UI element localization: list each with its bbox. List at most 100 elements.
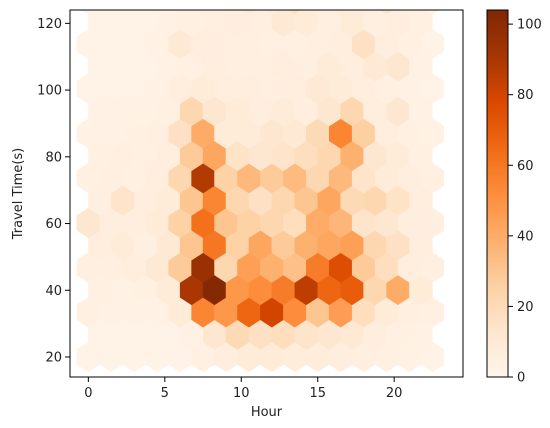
hex-cell bbox=[340, 10, 364, 37]
hex-cell bbox=[237, 207, 261, 239]
hex-cell bbox=[409, 230, 433, 261]
hex-cell bbox=[88, 230, 112, 261]
hex-cell bbox=[104, 10, 119, 15]
hex-cell bbox=[99, 297, 123, 328]
hex-cell bbox=[351, 252, 376, 283]
hex-cell bbox=[168, 118, 192, 149]
hex-cell bbox=[156, 95, 181, 127]
hex-cell bbox=[271, 185, 296, 216]
x-tick-label: 20 bbox=[386, 386, 403, 401]
hex-cell bbox=[271, 95, 296, 127]
hex-cell bbox=[88, 274, 112, 306]
x-tick-label: 5 bbox=[161, 386, 169, 401]
hex-cell bbox=[88, 140, 112, 171]
hex-cell bbox=[134, 185, 158, 216]
y-tick-label: 100 bbox=[37, 84, 62, 99]
hex-cell bbox=[328, 118, 353, 149]
hex-cell bbox=[351, 73, 376, 104]
colorbar-tick-label: 0 bbox=[517, 371, 525, 386]
hex-cell bbox=[317, 230, 341, 261]
hex-cell bbox=[225, 230, 250, 261]
hex-cell bbox=[340, 51, 364, 82]
hex-cell bbox=[420, 341, 445, 373]
hex-cell bbox=[283, 341, 307, 373]
hex-cell bbox=[168, 162, 192, 194]
hex-cell bbox=[386, 274, 410, 306]
hex-cell bbox=[409, 185, 433, 216]
hex-cell bbox=[134, 140, 158, 171]
hex-cell bbox=[294, 230, 318, 261]
hex-cell bbox=[225, 51, 250, 82]
hex-cell bbox=[363, 185, 387, 216]
hex-cell bbox=[363, 319, 387, 350]
hex-cell bbox=[168, 341, 192, 373]
hex-cell bbox=[386, 230, 410, 261]
hex-cell bbox=[409, 274, 433, 306]
hex-cell bbox=[145, 162, 169, 194]
hex-cell bbox=[294, 95, 318, 127]
hex-cell bbox=[306, 28, 330, 60]
hex-cell bbox=[351, 118, 376, 149]
hex-cell bbox=[111, 230, 135, 261]
hex-cell bbox=[294, 140, 318, 171]
hex-cell bbox=[306, 162, 330, 194]
hex-cell bbox=[306, 297, 330, 328]
hex-cell bbox=[191, 28, 215, 60]
hex-cell bbox=[248, 51, 273, 82]
hex-cell bbox=[168, 28, 192, 60]
hex-cell bbox=[351, 28, 376, 60]
hex-cell bbox=[179, 230, 204, 261]
hex-cell bbox=[271, 10, 296, 37]
hex-cell bbox=[134, 230, 158, 261]
hex-cell bbox=[306, 207, 330, 239]
hex-cell bbox=[237, 297, 261, 328]
x-tick-label: 10 bbox=[233, 386, 250, 401]
hex-cell bbox=[76, 28, 101, 60]
hex-cell bbox=[386, 95, 410, 127]
hex-cell bbox=[363, 95, 387, 127]
hex-cell bbox=[340, 140, 364, 171]
hex-cell bbox=[397, 341, 422, 373]
hex-cell bbox=[306, 341, 330, 373]
hex-cell bbox=[409, 10, 433, 37]
hex-cell bbox=[386, 185, 410, 216]
hex-cell bbox=[248, 95, 273, 127]
hex-cell bbox=[202, 319, 227, 350]
hex-cell bbox=[122, 297, 146, 328]
hex-cell bbox=[202, 10, 227, 37]
hex-cell bbox=[202, 274, 227, 306]
hex-cell bbox=[156, 10, 181, 37]
hex-cell bbox=[260, 118, 284, 149]
hex-cell bbox=[340, 230, 364, 261]
hex-cell bbox=[76, 207, 101, 239]
hex-cell bbox=[122, 162, 146, 194]
hex-cell bbox=[351, 341, 376, 373]
colorbar: 0 20 40 60 80 100 bbox=[486, 9, 542, 386]
hex-cell bbox=[386, 10, 410, 37]
hex-cell bbox=[306, 73, 330, 104]
hex-cell bbox=[214, 252, 238, 283]
hex-cell bbox=[260, 207, 284, 239]
hex-cell bbox=[294, 319, 318, 350]
hex-cell bbox=[191, 252, 215, 283]
hex-cell bbox=[351, 297, 376, 328]
x-tick-label: 0 bbox=[84, 386, 92, 401]
hex-cell bbox=[76, 162, 101, 194]
hex-cell bbox=[420, 252, 445, 283]
hex-cell bbox=[397, 297, 422, 328]
hex-cell bbox=[328, 207, 353, 239]
x-tick-label: 15 bbox=[309, 386, 326, 401]
hex-cell bbox=[214, 297, 238, 328]
hex-cell bbox=[214, 28, 238, 60]
hex-cell bbox=[145, 73, 169, 104]
hex-cell bbox=[179, 185, 204, 216]
hex-cell bbox=[202, 185, 227, 216]
hex-cell bbox=[76, 297, 101, 328]
hex-cell bbox=[425, 10, 440, 15]
hex-cell bbox=[134, 10, 158, 37]
hex-cell bbox=[145, 297, 169, 328]
hex-cell bbox=[81, 10, 96, 15]
hex-cell bbox=[287, 10, 302, 15]
hex-cell bbox=[264, 10, 279, 15]
hex-cell bbox=[397, 118, 422, 149]
